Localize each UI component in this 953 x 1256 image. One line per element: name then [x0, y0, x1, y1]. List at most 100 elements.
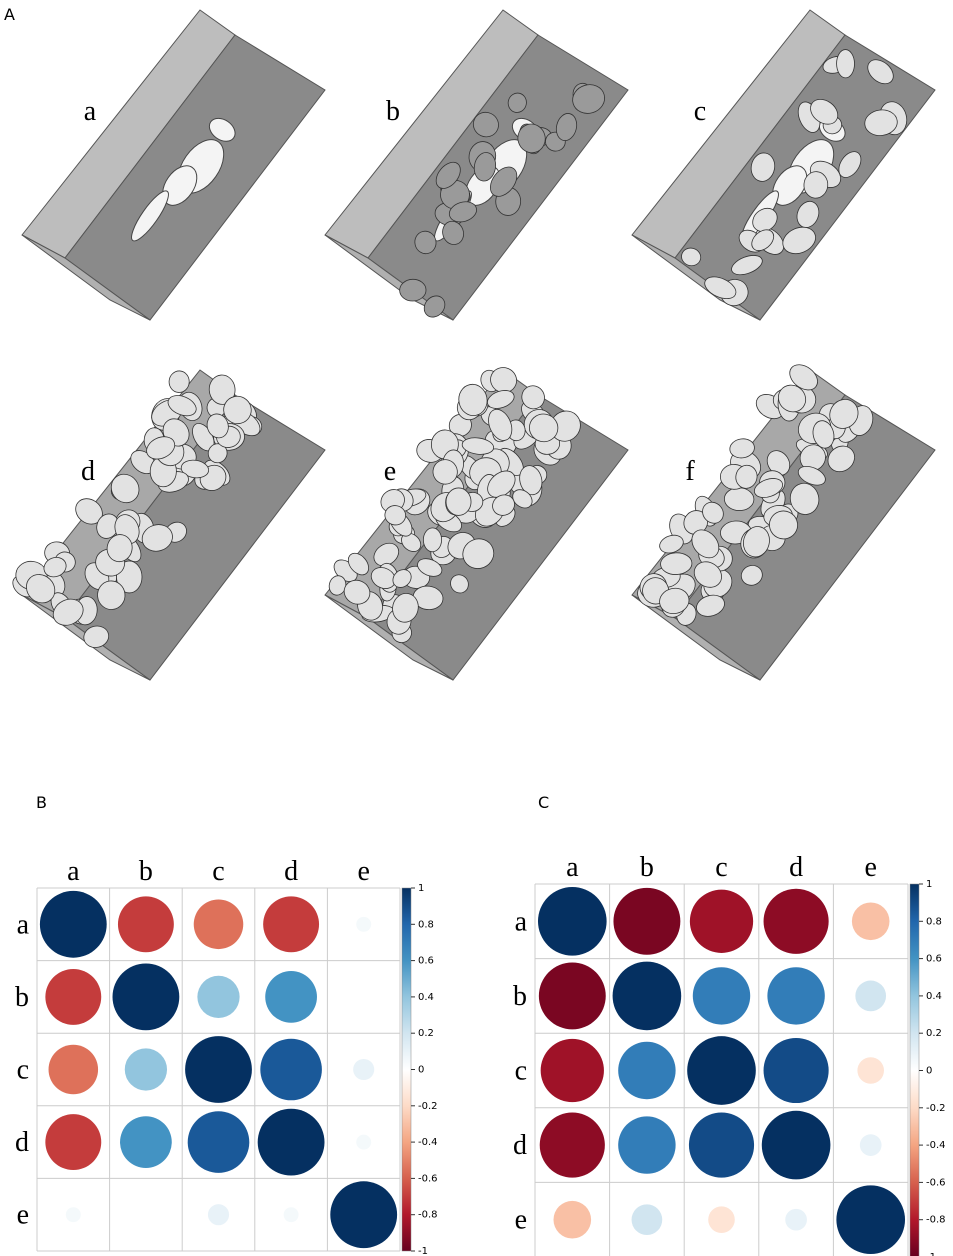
colorbar-tick-label: 0.6 — [418, 956, 434, 967]
corr-circle — [689, 889, 754, 953]
corr-circle — [708, 1206, 735, 1233]
colorbar-tick-label: -0.6 — [418, 1173, 438, 1184]
pebble — [659, 587, 690, 615]
corr-circle — [857, 1057, 884, 1084]
corr-circle — [851, 902, 890, 941]
colorbar-tick-label: -0.2 — [926, 1103, 946, 1114]
colorbar-tick-label: 0.8 — [926, 916, 942, 927]
corr-circle — [112, 963, 180, 1031]
column-label: c — [715, 852, 727, 883]
block-model — [324, 367, 629, 681]
pebble — [751, 229, 775, 251]
pebble — [752, 207, 778, 232]
colorbar — [401, 887, 412, 1252]
model-label: c — [694, 96, 706, 127]
corr-circle — [356, 916, 372, 932]
corr-circle — [761, 1110, 831, 1180]
pebble — [472, 111, 499, 138]
column-label: c — [212, 856, 224, 887]
pebble — [797, 465, 826, 486]
pebble — [782, 226, 816, 255]
pebble — [432, 459, 458, 485]
pebble — [458, 383, 488, 417]
corr-circle — [263, 896, 320, 953]
pebble — [681, 247, 702, 267]
pebble — [507, 92, 527, 113]
corr-circle — [836, 1185, 906, 1255]
pebble — [208, 374, 236, 405]
corr-circle — [859, 1134, 882, 1156]
model-label: f — [685, 456, 695, 487]
colorbar — [909, 883, 920, 1256]
block-model — [12, 369, 326, 681]
colorbar-tick-label: 0.8 — [418, 919, 434, 930]
corr-circle — [612, 961, 682, 1031]
pebble — [864, 109, 898, 136]
column-label: d — [284, 856, 298, 887]
colorbar-tick-label: 0.6 — [926, 954, 942, 965]
model-label: e — [384, 456, 396, 487]
pebble — [740, 565, 763, 586]
colorbar-tick-label: -0.2 — [418, 1101, 438, 1112]
pebble — [399, 278, 427, 302]
model-label: a — [84, 96, 97, 127]
corr-circle — [763, 1037, 829, 1104]
pebble — [473, 152, 497, 182]
pebble — [753, 478, 783, 498]
specimen — [208, 117, 236, 142]
pebble — [789, 364, 818, 391]
pebble — [373, 542, 400, 567]
corr-circle — [45, 1114, 102, 1171]
pebble — [827, 445, 855, 473]
pebble — [729, 438, 755, 459]
pebble — [347, 552, 370, 576]
specimen — [131, 190, 169, 242]
column-label: b — [640, 852, 654, 883]
pebble — [422, 527, 442, 553]
pebble — [97, 580, 126, 610]
block-model — [631, 364, 936, 681]
colorbar-tick-label: 1 — [926, 879, 932, 890]
pebble — [702, 501, 724, 524]
corr-circle — [193, 899, 244, 950]
row-label: a — [515, 906, 528, 937]
colorbar-tick-label: -0.8 — [418, 1210, 438, 1221]
pebble — [343, 579, 371, 605]
corr-circle — [260, 1038, 322, 1101]
corr-circle — [540, 1038, 604, 1103]
specimen — [772, 165, 808, 206]
pebble — [450, 574, 469, 594]
model-label: d — [81, 456, 95, 487]
pebble — [423, 295, 446, 318]
corr-circle — [538, 962, 606, 1030]
specimen — [162, 165, 198, 206]
corr-circle — [692, 967, 751, 1025]
colorbar-tick-label: 0.4 — [418, 992, 434, 1003]
pebble — [146, 436, 176, 460]
colorbar-tick-label: -1 — [926, 1252, 936, 1256]
corr-circle — [687, 1036, 756, 1105]
pebble — [492, 494, 515, 516]
corr-circle — [187, 1111, 250, 1173]
corr-circle — [117, 896, 174, 953]
column-label: d — [789, 852, 803, 883]
column-label: b — [139, 856, 153, 887]
pebble — [517, 123, 546, 154]
pebble — [180, 459, 210, 479]
pebble — [417, 558, 443, 577]
corr-circle — [330, 1181, 398, 1249]
pebble — [731, 255, 763, 276]
colorbar-tick-label: 0.4 — [926, 991, 942, 1002]
pebble — [810, 98, 839, 125]
pebble — [110, 473, 140, 504]
corr-circle — [785, 1208, 807, 1231]
pebble — [521, 385, 545, 410]
pebble — [435, 161, 461, 189]
pebble — [743, 526, 770, 558]
pebble — [83, 625, 110, 648]
pebble — [106, 534, 133, 563]
corr-circle — [45, 968, 102, 1025]
pebble — [529, 413, 559, 443]
colorbar-tick-label: -1 — [418, 1246, 428, 1256]
pebble — [812, 420, 835, 449]
